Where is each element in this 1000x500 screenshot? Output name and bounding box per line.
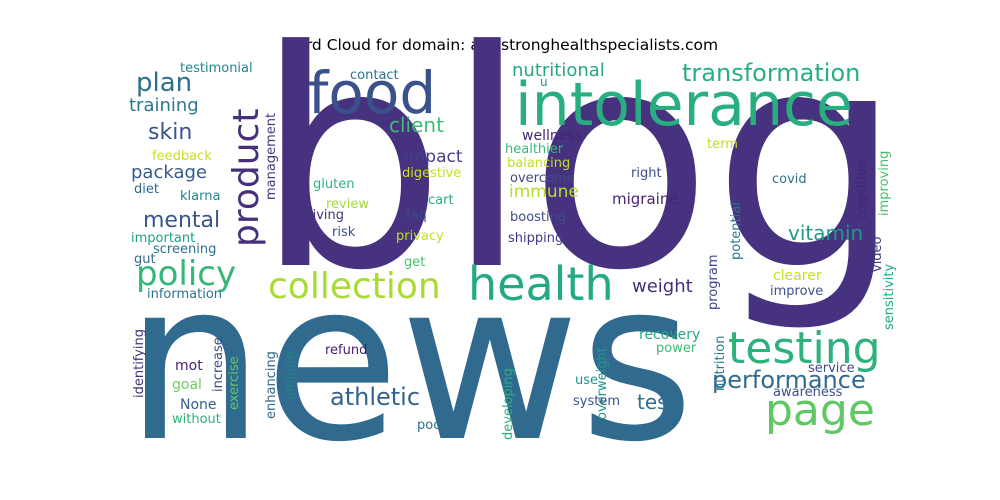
word-power: power [656, 341, 697, 356]
word-recovery: recovery [639, 327, 700, 343]
word-get: get [404, 255, 425, 270]
word-potential: potential [729, 202, 744, 260]
word-improving: improving [877, 151, 892, 216]
word-living: living [309, 208, 344, 223]
word-transformation: transformation [682, 59, 860, 87]
word-product: product [226, 109, 267, 247]
word-athletic: athletic [330, 383, 420, 411]
word-management: management [264, 113, 279, 200]
word-testimonial: testimonial [180, 61, 253, 76]
word-gut: gut [134, 252, 156, 267]
word-refund: refund [325, 343, 367, 358]
word-healthier: healthier [505, 142, 564, 157]
word-digestive: digestive [402, 166, 461, 181]
word-term: term [707, 137, 738, 152]
word-immune: immune [509, 182, 579, 202]
word-review: review [326, 197, 369, 212]
word-faq: faq [406, 208, 427, 223]
word-contact: contact [350, 68, 399, 83]
word-blog: blog [255, 0, 903, 336]
word-vitamin: vitamin [788, 221, 863, 245]
word-enhancing: enhancing [264, 351, 279, 419]
word-collection: collection [268, 266, 441, 307]
word-diet: diet [134, 182, 159, 197]
word-klarna: klarna [180, 189, 220, 204]
word-impact: impact [404, 147, 463, 167]
word-increase: increase [211, 337, 226, 392]
word-program: program [706, 255, 721, 311]
word-nutritional: nutritional [512, 60, 605, 81]
word-package: package [131, 162, 207, 183]
word-feedback: feedback [152, 149, 212, 164]
word-plan: plan [136, 68, 192, 98]
word-test: test [637, 390, 676, 414]
word-testing: testing [728, 323, 881, 374]
word-video: video [870, 236, 885, 272]
word-health: health [468, 257, 614, 311]
word-exercise: exercise [227, 356, 242, 410]
word-overcome: overcome [510, 171, 574, 186]
word-screening: screening [153, 242, 216, 257]
word-awareness: awareness [773, 385, 843, 400]
word-client: client [389, 113, 444, 137]
word-poor: poor [417, 418, 447, 433]
word-without: without [172, 412, 221, 427]
word-cognitive: cognitive [855, 160, 870, 220]
word-skin: skin [148, 120, 192, 145]
word-none: None [180, 397, 217, 413]
word-risk: risk [332, 225, 356, 240]
word-developing: developing [501, 368, 516, 440]
word-right: right [631, 166, 662, 181]
word-performance: performance [712, 366, 866, 394]
word-training: training [129, 95, 199, 116]
word-improve: improve [770, 284, 823, 299]
word-use: use [575, 373, 598, 388]
word-shipping: shipping [508, 231, 563, 246]
word-clearer: clearer [773, 268, 822, 284]
word-intolerance: intolerance [515, 70, 853, 140]
word-policy: policy [136, 254, 236, 294]
word-mot: mot [175, 358, 203, 374]
word-nutrition: nutrition [713, 336, 728, 391]
word-wellness: wellness [522, 128, 582, 144]
word-cart: cart [428, 193, 454, 208]
word-important: important [131, 231, 195, 246]
word-goal: goal [172, 377, 202, 393]
word-gluten: gluten [313, 177, 354, 192]
word-food: food [308, 59, 436, 127]
word-page: page [765, 385, 875, 436]
word-system: system [573, 394, 620, 409]
word-boosting: boosting [510, 210, 566, 225]
word-weight: weight [632, 276, 693, 297]
word-privacy: privacy [396, 229, 444, 244]
chart-title: Word Cloud for domain: armstronghealthsp… [281, 36, 719, 54]
word-identifying: identifying [132, 329, 147, 398]
word-service: service [808, 361, 855, 376]
word-overweight: overweight [595, 347, 610, 420]
word-balancing: balancing [507, 156, 570, 171]
word-news: news [125, 234, 694, 490]
word-affiliate: affiliate [284, 351, 299, 400]
word-information: information [147, 287, 222, 302]
word-u: u [540, 75, 548, 89]
word-migraine: migraine [612, 190, 679, 208]
word-mental: mental [143, 208, 220, 233]
word-sensitivity: sensitivity [882, 263, 897, 330]
word-covid: covid [772, 172, 807, 187]
